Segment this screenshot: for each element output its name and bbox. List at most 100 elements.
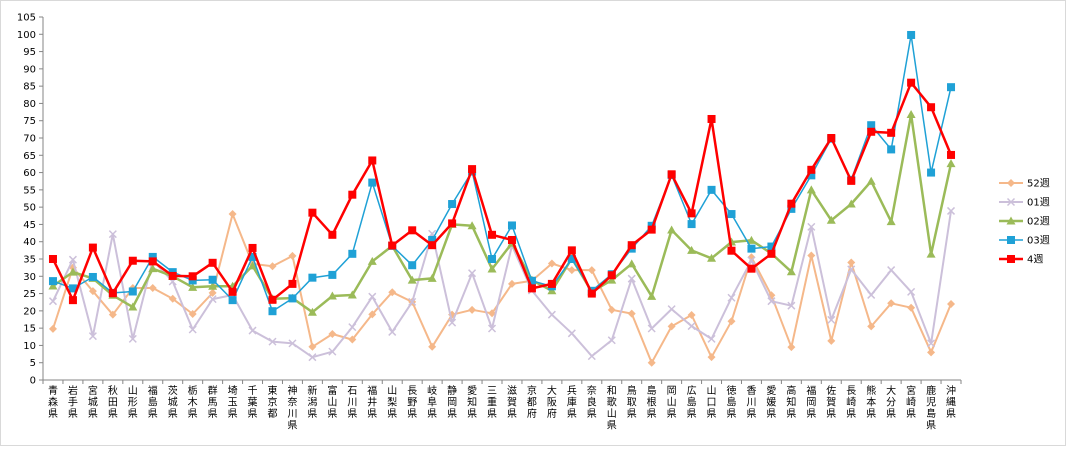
y-tick-label: 95	[23, 47, 36, 58]
x-tick-label: 兵庫県	[567, 384, 577, 420]
data-point	[767, 242, 776, 251]
legend-marker	[1007, 179, 1015, 187]
data-point	[807, 251, 816, 260]
x-tick-label: 岐阜県	[427, 384, 437, 420]
data-point	[308, 273, 317, 282]
data-point	[248, 243, 257, 252]
series-2	[48, 109, 956, 316]
data-point	[407, 275, 417, 284]
legend-item: 03週	[999, 235, 1050, 247]
x-tick-label: 福岡県	[806, 384, 816, 420]
data-point	[48, 277, 57, 286]
data-point	[727, 317, 736, 326]
data-point	[307, 307, 317, 316]
data-point	[727, 293, 736, 302]
x-tick-label: 佐賀県	[826, 385, 836, 420]
y-tick-label: 60	[23, 168, 36, 179]
data-point	[188, 282, 198, 291]
y-tick-label: 15	[23, 324, 36, 335]
data-point	[88, 287, 97, 296]
y-tick-label: 10	[23, 341, 36, 352]
data-point	[746, 235, 756, 244]
x-tick-label: 大分県	[886, 384, 896, 420]
series-line	[51, 81, 953, 302]
data-point	[946, 159, 956, 168]
data-point	[767, 297, 776, 306]
series-line	[52, 34, 952, 312]
data-point	[907, 30, 916, 39]
x-tick-label: 福井県	[367, 384, 377, 420]
data-point	[88, 332, 97, 341]
legend-marker	[1007, 236, 1015, 244]
data-point	[308, 208, 317, 217]
data-point	[288, 251, 297, 260]
series-line	[52, 210, 952, 359]
data-point	[368, 292, 377, 301]
data-point	[947, 299, 956, 308]
data-point	[228, 296, 237, 305]
data-point	[846, 199, 856, 208]
x-tick-label: 東京都	[268, 384, 278, 420]
data-point	[248, 252, 257, 261]
data-point	[468, 305, 477, 314]
data-point	[727, 210, 736, 219]
data-point	[487, 264, 497, 273]
data-point	[88, 243, 97, 252]
data-point	[467, 221, 477, 230]
data-point	[48, 255, 57, 263]
x-tick-label: 群馬県	[208, 384, 218, 420]
data-point	[327, 291, 337, 300]
x-tick-label: 徳島県	[727, 384, 737, 420]
data-point	[607, 305, 616, 314]
y-tick-label: 85	[23, 82, 36, 93]
series-layer	[48, 30, 956, 367]
x-tick-label: 大阪府	[547, 384, 557, 420]
y-tick-label: 40	[23, 237, 36, 248]
data-point	[587, 289, 596, 298]
data-point	[747, 244, 756, 253]
data-point	[328, 347, 337, 356]
data-point	[68, 296, 77, 305]
data-point	[787, 343, 796, 352]
x-tick-label: 島根県	[647, 384, 657, 420]
data-point	[867, 121, 876, 130]
data-point	[527, 284, 536, 293]
data-point	[567, 266, 576, 275]
data-point	[647, 291, 657, 300]
data-point	[208, 288, 217, 297]
data-point	[108, 310, 117, 319]
y-tick-label: 55	[23, 185, 36, 196]
data-point	[408, 297, 417, 306]
data-point	[108, 289, 117, 298]
legend-label: 01週	[1027, 197, 1050, 209]
data-point	[607, 271, 616, 280]
data-point	[707, 185, 716, 194]
x-tick-label: 和歌山県	[607, 385, 617, 432]
data-point	[887, 299, 896, 308]
data-point	[647, 358, 656, 367]
x-tick-label: 長野県	[407, 385, 417, 420]
series-4	[48, 78, 956, 305]
x-tick-label: 山梨県	[387, 385, 397, 420]
data-point	[188, 325, 197, 334]
data-point	[368, 310, 377, 319]
data-point	[148, 284, 157, 293]
data-point	[328, 270, 337, 279]
data-point	[428, 241, 437, 250]
data-point	[647, 324, 656, 333]
legend-label: 4週	[1027, 254, 1043, 266]
data-point	[567, 329, 576, 338]
data-point	[807, 165, 816, 174]
data-point	[208, 258, 217, 267]
data-point	[866, 176, 876, 185]
data-point	[128, 334, 137, 343]
x-tick-label: 青森県	[48, 384, 58, 420]
data-point	[507, 235, 516, 244]
data-point	[368, 178, 377, 187]
data-point	[567, 246, 576, 255]
data-point	[348, 323, 357, 332]
data-point	[786, 267, 796, 276]
x-tick-label: 長崎県	[846, 385, 856, 420]
legend-marker	[1006, 216, 1016, 225]
data-point	[847, 258, 856, 267]
